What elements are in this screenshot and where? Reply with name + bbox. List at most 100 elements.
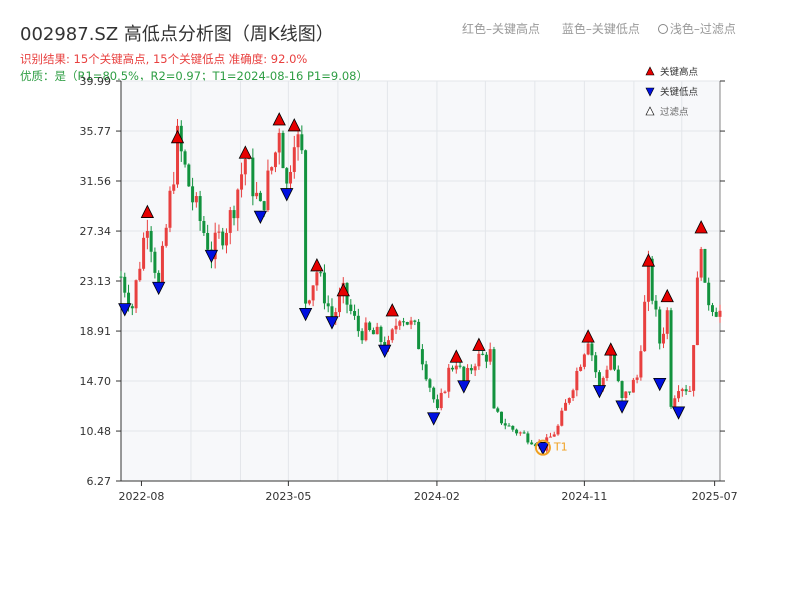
candle-body xyxy=(202,220,206,233)
candle-body xyxy=(650,258,654,301)
candle-body xyxy=(503,423,507,426)
candle-body xyxy=(492,349,496,409)
key-high-marker xyxy=(170,129,185,144)
candle-body xyxy=(473,366,477,371)
key-low-marker xyxy=(457,380,471,394)
candle-body xyxy=(213,232,217,260)
legend-filtered-label: 过滤点 xyxy=(660,106,689,118)
candle-body xyxy=(364,322,368,341)
candle-body xyxy=(255,192,259,197)
x-tick-label: 2023-05 xyxy=(265,490,311,503)
candle-body xyxy=(319,272,323,274)
key-high-marker xyxy=(385,303,399,317)
key-high-marker xyxy=(604,342,618,356)
top-legend-high: 红色–关键高点 xyxy=(462,22,541,36)
y-tick-label: 10.48 xyxy=(80,425,112,438)
candle-body xyxy=(349,304,353,311)
candle-body xyxy=(292,147,296,172)
candle-body xyxy=(281,132,285,169)
candle-body xyxy=(488,349,492,362)
candle-body xyxy=(164,227,168,246)
candle-body xyxy=(484,354,488,362)
candle-body xyxy=(590,343,594,356)
candle-body xyxy=(432,387,436,400)
candle-body xyxy=(413,320,417,322)
candle-body xyxy=(496,408,500,412)
x-tick-label: 2022-08 xyxy=(118,490,164,503)
candle-body xyxy=(145,230,149,238)
candle-body xyxy=(160,245,164,285)
candle-body xyxy=(296,134,300,148)
y-tick-label: 23.13 xyxy=(80,275,112,288)
candle-body xyxy=(462,366,466,383)
candle-body xyxy=(428,379,432,388)
legend-low-label: 关键低点 xyxy=(660,86,699,98)
candle-body xyxy=(613,354,617,370)
recognition-summary: 识别结果: 15个关键高点, 15个关键低点 准确度: 92.0% xyxy=(20,52,308,66)
candle-body xyxy=(285,168,289,184)
candle-body xyxy=(688,390,692,392)
candle-body xyxy=(661,333,665,344)
candle-body xyxy=(375,326,379,335)
candle-body xyxy=(240,174,244,190)
candle-body xyxy=(654,300,658,310)
candle-body xyxy=(262,201,266,211)
candle-body xyxy=(273,152,277,168)
x-tick-label: 2025-07 xyxy=(692,490,738,503)
candle-body xyxy=(371,330,375,335)
candle-body xyxy=(157,272,161,285)
y-tick-label: 27.34 xyxy=(80,225,112,238)
candle-body xyxy=(409,320,413,325)
candle-body xyxy=(417,321,421,350)
candle-body xyxy=(526,433,530,443)
candle-body xyxy=(439,392,443,409)
candle-body xyxy=(567,398,571,403)
candle-body xyxy=(206,232,210,250)
key-low-marker xyxy=(325,316,339,330)
key-low-marker xyxy=(536,442,550,456)
y-tick-label: 6.27 xyxy=(87,475,112,488)
candle-body xyxy=(556,425,560,435)
candle-body xyxy=(217,231,221,233)
candle-body xyxy=(130,306,134,309)
candle-body xyxy=(620,381,624,399)
candle-body xyxy=(594,355,598,373)
candle-body xyxy=(616,369,620,382)
candle-body xyxy=(142,237,146,269)
x-tick-label: 2024-02 xyxy=(414,490,460,503)
filtered-circle-icon xyxy=(657,24,668,34)
candle-body xyxy=(605,369,609,379)
candle-body xyxy=(582,354,586,367)
candle-body xyxy=(338,295,342,313)
candle-body xyxy=(330,306,334,320)
candle-body xyxy=(447,367,451,392)
candle-body xyxy=(571,390,575,399)
candle-body xyxy=(134,280,138,309)
candle-body xyxy=(266,170,270,211)
t1-label: T1 xyxy=(553,441,568,454)
candle-body xyxy=(379,326,383,343)
candle-body xyxy=(628,391,632,393)
candle-body xyxy=(692,345,696,391)
candle-body xyxy=(684,389,688,392)
candle-body xyxy=(635,377,639,380)
candle-body xyxy=(579,366,583,371)
candle-body xyxy=(138,268,142,281)
candle-body xyxy=(499,411,503,424)
candle-body xyxy=(232,210,236,219)
candle-body xyxy=(522,432,526,434)
key-high-marker xyxy=(140,204,155,218)
candle-body xyxy=(424,364,428,380)
candle-body xyxy=(183,151,187,165)
candle-body xyxy=(443,391,447,393)
candle-body xyxy=(609,354,613,370)
candle-body xyxy=(548,436,552,438)
candle-body xyxy=(710,305,714,312)
candle-body xyxy=(658,309,662,344)
candle-body xyxy=(304,150,308,304)
key-low-marker xyxy=(152,281,166,296)
candle-body xyxy=(289,171,293,184)
candle-body xyxy=(236,189,240,219)
candle-body xyxy=(718,310,722,317)
y-tick-label: 39.99 xyxy=(80,75,112,88)
